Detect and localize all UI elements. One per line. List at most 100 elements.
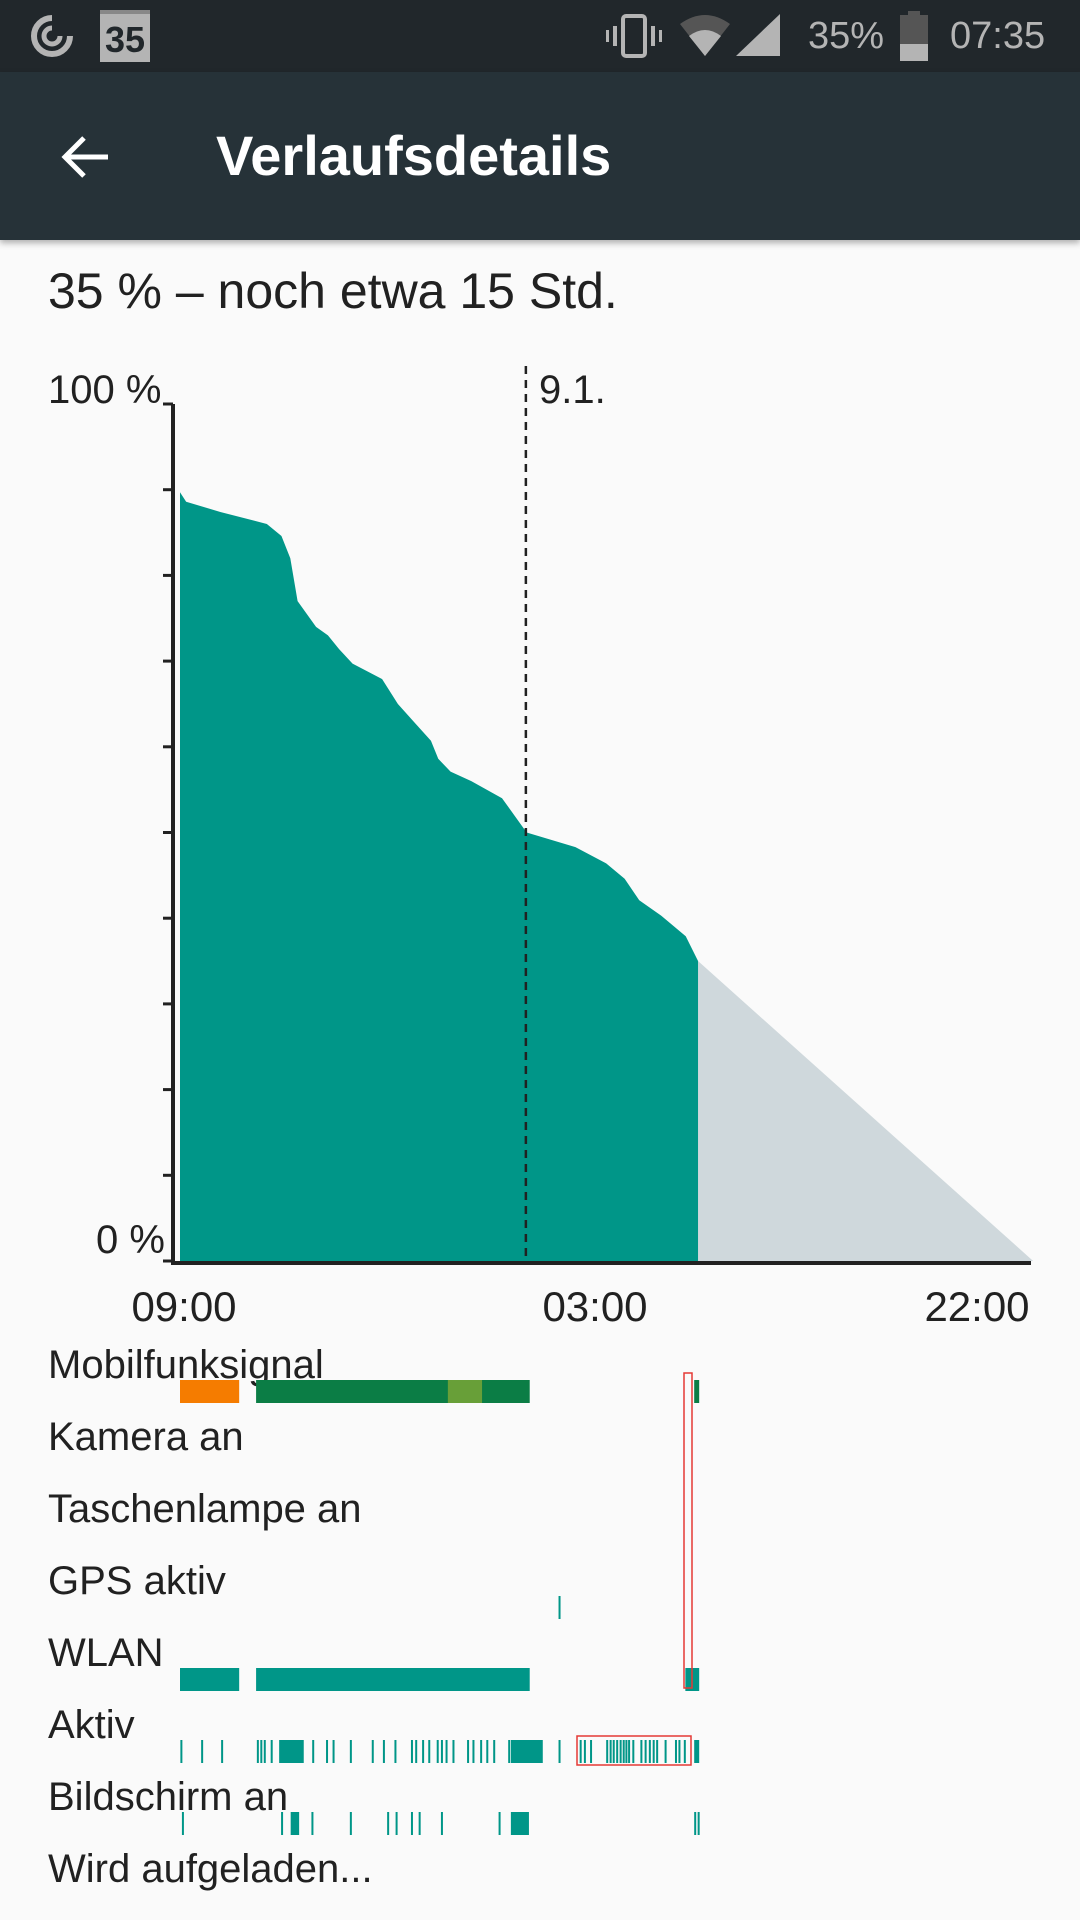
- event-segment: [181, 1812, 184, 1835]
- event-segment: [270, 1740, 273, 1763]
- event-segment: [656, 1740, 659, 1763]
- event-row-label: Aktiv: [48, 1703, 135, 1747]
- event-segment: [694, 1812, 697, 1835]
- event-segment: [472, 1740, 475, 1763]
- event-segment: [332, 1740, 335, 1763]
- event-segment: [683, 1740, 686, 1763]
- projection-area: [698, 961, 1034, 1261]
- app-bar: Verlaufsdetails: [0, 72, 1080, 240]
- event-segment: [440, 1812, 443, 1835]
- event-segment: [616, 1740, 619, 1763]
- event-segment: [452, 1740, 455, 1763]
- event-row-label: GPS aktiv: [48, 1559, 226, 1603]
- event-segment: [625, 1740, 628, 1763]
- event-segment: [256, 1668, 530, 1691]
- event-segment: [180, 1740, 183, 1763]
- battery-summary: 35 % – noch etwa 15 Std.: [48, 263, 618, 319]
- event-row-label: Taschenlampe an: [48, 1487, 362, 1531]
- event-segment: [415, 1740, 418, 1763]
- event-row-label: Bildschirm an: [48, 1775, 289, 1819]
- event-segment: [422, 1740, 425, 1763]
- x-tick-label: 22:00: [924, 1283, 1030, 1330]
- event-segment: [260, 1740, 263, 1763]
- calendar-day: 35: [100, 10, 150, 62]
- event-segment: [622, 1740, 625, 1763]
- battery-percent: 35%: [808, 14, 885, 57]
- event-segment: [486, 1740, 489, 1763]
- event-segment: [510, 1812, 529, 1835]
- event-segment: [371, 1740, 374, 1763]
- event-segment: [590, 1740, 593, 1763]
- event-segment: [678, 1740, 681, 1763]
- event-segment: [387, 1812, 390, 1835]
- event-segment: [674, 1740, 677, 1763]
- event-segment: [480, 1740, 483, 1763]
- event-segment: [221, 1740, 224, 1763]
- calendar-icon: 35: [100, 0, 150, 72]
- event-segment: [311, 1812, 314, 1835]
- event-segment: [326, 1740, 329, 1763]
- event-segment: [410, 1740, 413, 1763]
- event-row-label: Kamera an: [48, 1415, 244, 1459]
- event-segment: [628, 1740, 631, 1763]
- event-row-label: WLAN: [48, 1631, 164, 1675]
- event-segment: [508, 1740, 511, 1763]
- event-segment: [644, 1740, 647, 1763]
- event-segment: [263, 1740, 266, 1763]
- event-segment: [256, 1380, 530, 1403]
- event-segment: [445, 1740, 448, 1763]
- event-segment: [349, 1740, 352, 1763]
- event-segment: [579, 1740, 582, 1763]
- y-axis-label-top: 100 %: [48, 368, 162, 412]
- event-segment: [201, 1740, 204, 1763]
- event-segment: [648, 1740, 651, 1763]
- date-marker-label: 9.1.: [539, 368, 606, 412]
- event-segment: [493, 1740, 496, 1763]
- arrow-back-icon: [61, 136, 108, 178]
- event-segment: [279, 1740, 304, 1763]
- event-segment: [619, 1740, 622, 1763]
- event-segment: [664, 1740, 667, 1763]
- x-tick-label: 03:00: [542, 1283, 648, 1330]
- event-segment: [395, 1812, 398, 1835]
- event-segment: [428, 1740, 431, 1763]
- event-segment: [467, 1740, 470, 1763]
- event-segment: [510, 1740, 543, 1763]
- event-segment: [694, 1380, 700, 1403]
- event-segment: [436, 1740, 439, 1763]
- event-segment: [498, 1812, 501, 1835]
- highlight-box: [683, 1372, 693, 1689]
- page-title: Verlaufsdetails: [216, 124, 612, 187]
- event-segment: [418, 1812, 421, 1835]
- event-segment: [349, 1812, 352, 1835]
- event-segment: [180, 1668, 240, 1691]
- highlight-box: [576, 1735, 692, 1766]
- event-segment: [606, 1740, 609, 1763]
- event-segment: [697, 1812, 700, 1835]
- event-segment: [640, 1740, 643, 1763]
- data-saver-icon: [28, 0, 76, 72]
- event-row-label: Wird aufgeladen...: [48, 1847, 373, 1891]
- event-segment: [632, 1740, 635, 1763]
- back-button[interactable]: [50, 122, 120, 192]
- y-axis-label-bottom: 0 %: [96, 1218, 165, 1262]
- event-segment: [694, 1740, 700, 1763]
- event-segment: [558, 1740, 561, 1763]
- status-bar: 35 35% 07:35: [0, 0, 1080, 72]
- event-segment: [558, 1596, 561, 1619]
- event-segment: [583, 1740, 586, 1763]
- event-segment: [281, 1812, 284, 1835]
- event-segment: [410, 1812, 413, 1835]
- cell-signal-icon: [736, 0, 782, 72]
- vibrate-icon: [606, 0, 662, 72]
- event-segment: [447, 1380, 483, 1403]
- clock: 07:35: [950, 14, 1046, 57]
- battery-level-area: [180, 492, 699, 1261]
- wifi-icon: [680, 0, 730, 72]
- event-segment: [256, 1740, 259, 1763]
- event-segment: [180, 1380, 240, 1403]
- event-segment: [612, 1740, 615, 1763]
- x-tick-label: 09:00: [131, 1283, 237, 1330]
- event-row-label: Mobilfunksignal: [48, 1343, 324, 1387]
